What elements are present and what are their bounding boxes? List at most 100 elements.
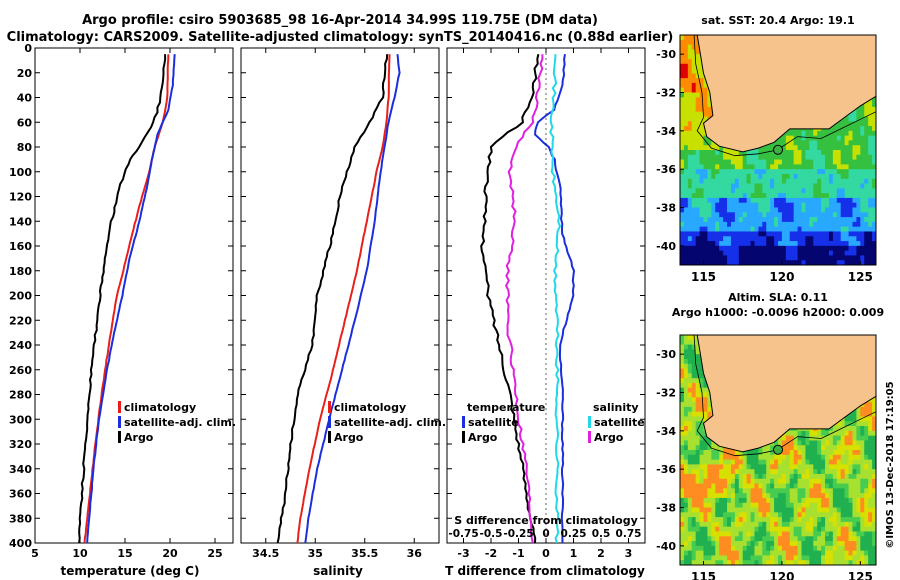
map-cell xyxy=(809,469,814,475)
map-cell xyxy=(680,54,685,60)
map-cell xyxy=(848,145,854,151)
map-cell xyxy=(727,560,732,565)
map-cell xyxy=(695,517,701,523)
map-cell xyxy=(789,130,795,137)
map-cell xyxy=(832,445,838,451)
map-cell xyxy=(836,521,842,528)
map-cell xyxy=(770,169,775,175)
y-tick-label: 60 xyxy=(17,116,33,129)
map-cell xyxy=(860,183,865,189)
map-cell xyxy=(738,545,744,552)
map-cell xyxy=(754,221,759,228)
x-tick-label: -3 xyxy=(457,547,469,560)
map-cell xyxy=(868,440,873,446)
map-cell xyxy=(809,555,814,561)
map-cell xyxy=(864,255,869,261)
map-cell xyxy=(727,497,732,504)
map-cell xyxy=(868,231,873,237)
map-cell xyxy=(778,173,783,180)
map-cell xyxy=(860,164,865,170)
map-cell xyxy=(828,488,834,494)
map-cell xyxy=(840,440,846,446)
map-cell xyxy=(699,145,705,151)
map-cell xyxy=(785,183,791,189)
map-cell xyxy=(754,478,759,485)
legend-title-salinity: salinity xyxy=(593,401,639,414)
map-cell xyxy=(715,207,720,213)
map-cell xyxy=(844,497,850,504)
map-cell xyxy=(727,245,732,252)
map-cell xyxy=(828,135,834,142)
map-cell xyxy=(828,221,834,228)
map-cell xyxy=(801,517,807,523)
map-cell xyxy=(758,531,763,537)
map-cell xyxy=(864,478,869,485)
map-cell xyxy=(821,169,826,175)
map-cell xyxy=(699,473,705,480)
map-cell xyxy=(872,202,876,209)
map-cell xyxy=(683,454,689,461)
map-cell xyxy=(699,226,705,233)
map-cell xyxy=(683,250,689,257)
map-cell xyxy=(695,339,701,346)
map-cell xyxy=(746,502,752,509)
map-cell xyxy=(774,221,779,228)
map-cell xyxy=(817,517,822,523)
map-cell xyxy=(832,526,838,533)
map-cell xyxy=(844,416,850,422)
map-cell xyxy=(683,373,689,379)
map-cell xyxy=(746,541,752,547)
map-cell xyxy=(793,493,799,499)
map-cell xyxy=(770,183,775,189)
map-cell xyxy=(868,435,873,442)
map-cell xyxy=(825,536,830,542)
map-cell xyxy=(707,402,712,408)
map-cell xyxy=(754,560,759,565)
map-cell xyxy=(758,497,763,504)
map-cell xyxy=(825,221,830,228)
map-cell xyxy=(797,454,803,461)
series-line-climatology xyxy=(296,54,391,543)
map-cell xyxy=(848,531,854,537)
map-cell xyxy=(687,560,693,565)
map-cell xyxy=(730,502,736,509)
map-cell xyxy=(762,560,767,565)
map-cell xyxy=(742,517,748,523)
map-cell xyxy=(785,250,791,257)
map-cell xyxy=(754,159,759,165)
map-cell xyxy=(789,169,795,175)
map-cell xyxy=(840,135,846,142)
map-cell xyxy=(805,241,810,247)
map-cell xyxy=(687,73,693,79)
map-cell xyxy=(695,473,701,480)
map-cell xyxy=(723,536,728,542)
map-cell xyxy=(836,478,842,485)
map-cell xyxy=(727,188,732,194)
map-cell xyxy=(809,193,814,199)
map-cell xyxy=(707,97,712,103)
map-cell xyxy=(730,454,736,461)
map-cell xyxy=(789,236,795,242)
map-cell xyxy=(797,541,803,547)
map-cell xyxy=(781,512,787,518)
map-cell xyxy=(687,140,693,146)
map-cell xyxy=(691,63,697,70)
map-cell xyxy=(750,550,756,557)
map-cell xyxy=(707,445,712,451)
map-cell xyxy=(844,121,850,127)
map-cell xyxy=(836,164,842,170)
map-cell xyxy=(856,488,861,494)
x-tick-label: 10 xyxy=(72,547,88,560)
map-cell xyxy=(695,63,701,70)
map-cell xyxy=(683,344,689,350)
map-cell xyxy=(860,421,865,427)
map-cell xyxy=(778,207,783,213)
map-cell xyxy=(754,202,759,209)
map-cell xyxy=(836,126,842,132)
map-cell xyxy=(707,450,712,456)
map-cell xyxy=(817,555,822,561)
map-cell xyxy=(821,212,826,218)
map-cell xyxy=(734,207,740,213)
map-cell xyxy=(770,521,775,528)
map-cell xyxy=(832,169,838,175)
